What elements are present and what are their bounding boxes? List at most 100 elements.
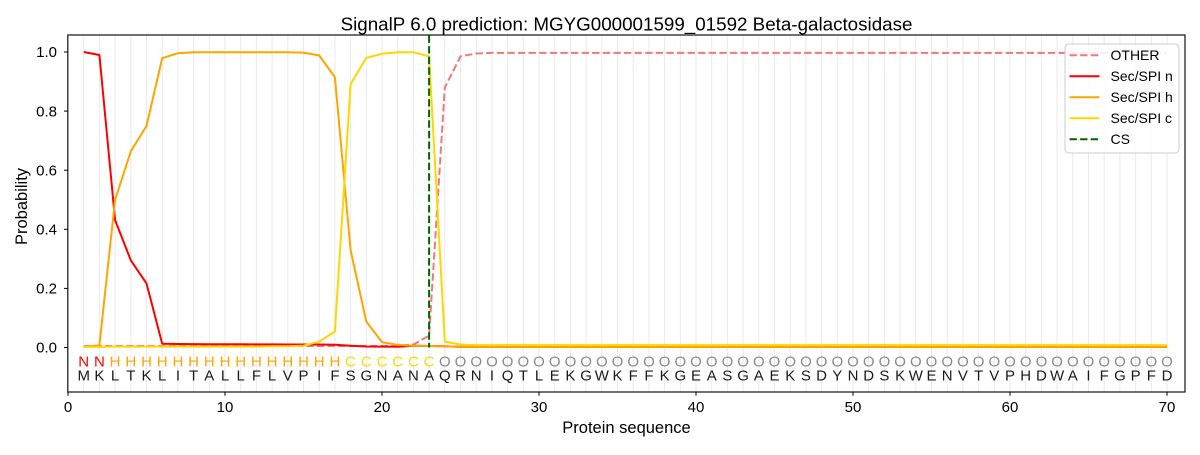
svg-text:O: O (784, 354, 796, 371)
svg-text:E: E (691, 368, 701, 385)
svg-text:Protein sequence: Protein sequence (562, 419, 690, 437)
svg-text:70: 70 (1159, 399, 1176, 416)
svg-text:O: O (1161, 354, 1173, 371)
svg-text:A: A (707, 368, 717, 385)
svg-text:O: O (455, 354, 467, 371)
svg-text:O: O (706, 354, 718, 371)
svg-text:H: H (282, 354, 293, 371)
svg-text:O: O (580, 354, 592, 371)
svg-text:OTHER: OTHER (1111, 47, 1160, 63)
svg-text:Sec/SPI h: Sec/SPI h (1111, 89, 1173, 105)
svg-text:A: A (204, 368, 214, 385)
svg-text:A: A (1068, 368, 1078, 385)
svg-text:Q: Q (502, 368, 514, 385)
svg-text:O: O (1098, 354, 1110, 371)
svg-text:L: L (535, 368, 543, 385)
svg-text:S: S (346, 368, 356, 385)
svg-text:K: K (660, 368, 670, 385)
svg-text:T: T (189, 368, 198, 385)
svg-text:W: W (1050, 368, 1065, 385)
svg-text:O: O (659, 354, 671, 371)
svg-text:O: O (863, 354, 875, 371)
svg-text:V: V (989, 368, 999, 385)
svg-text:N: N (942, 368, 953, 385)
svg-text:H: H (329, 354, 340, 371)
svg-text:H: H (267, 354, 278, 371)
svg-text:60: 60 (1002, 399, 1019, 416)
svg-text:10: 10 (217, 399, 234, 416)
svg-text:E: E (769, 368, 779, 385)
svg-text:H: H (157, 354, 168, 371)
svg-text:N: N (848, 368, 859, 385)
svg-text:O: O (957, 354, 969, 371)
svg-text:SignalP 6.0 prediction: MGYG00: SignalP 6.0 prediction: MGYG000001599_01… (341, 14, 913, 36)
svg-text:O: O (486, 354, 498, 371)
svg-text:H: H (188, 354, 199, 371)
svg-text:A: A (424, 368, 434, 385)
svg-text:C: C (424, 354, 435, 371)
svg-text:O: O (769, 354, 781, 371)
svg-text:I: I (1086, 368, 1090, 385)
svg-text:O: O (565, 354, 577, 371)
svg-text:O: O (1130, 354, 1142, 371)
svg-text:W: W (909, 368, 924, 385)
svg-text:O: O (1145, 354, 1157, 371)
svg-text:F: F (1100, 368, 1109, 385)
svg-text:F: F (252, 368, 261, 385)
svg-text:H: H (235, 354, 246, 371)
svg-text:K: K (895, 368, 905, 385)
svg-text:R: R (455, 368, 466, 385)
svg-text:S: S (879, 368, 889, 385)
svg-text:F: F (629, 368, 638, 385)
svg-text:M: M (77, 368, 90, 385)
svg-text:O: O (517, 354, 529, 371)
svg-text:CS: CS (1111, 131, 1130, 147)
svg-text:O: O (627, 354, 639, 371)
svg-text:O: O (1067, 354, 1079, 371)
svg-text:O: O (1036, 354, 1048, 371)
svg-text:C: C (345, 354, 356, 371)
svg-text:O: O (643, 354, 655, 371)
svg-text:O: O (753, 354, 765, 371)
svg-text:O: O (596, 354, 608, 371)
svg-text:N: N (471, 368, 482, 385)
svg-text:O: O (502, 354, 514, 371)
svg-text:G: G (360, 368, 372, 385)
svg-text:F: F (644, 368, 653, 385)
svg-text:20: 20 (374, 399, 391, 416)
svg-text:H: H (110, 354, 121, 371)
svg-text:Probability: Probability (13, 167, 31, 245)
svg-text:O: O (988, 354, 1000, 371)
svg-text:0.0: 0.0 (36, 340, 57, 357)
svg-text:T: T (126, 368, 135, 385)
svg-text:O: O (674, 354, 686, 371)
svg-text:F: F (1147, 368, 1156, 385)
svg-text:G: G (580, 368, 592, 385)
svg-text:A: A (754, 368, 764, 385)
svg-text:0: 0 (64, 399, 72, 416)
svg-text:G: G (674, 368, 686, 385)
svg-text:1.0: 1.0 (36, 44, 57, 61)
svg-text:0.8: 0.8 (36, 103, 57, 120)
svg-text:O: O (470, 354, 482, 371)
svg-text:W: W (595, 368, 610, 385)
svg-text:K: K (565, 368, 575, 385)
svg-text:O: O (847, 354, 859, 371)
svg-text:O: O (816, 354, 828, 371)
svg-text:K: K (94, 368, 104, 385)
svg-text:O: O (800, 354, 812, 371)
svg-text:O: O (831, 354, 843, 371)
svg-text:30: 30 (531, 399, 548, 416)
svg-text:D: D (1162, 368, 1173, 385)
svg-text:N: N (94, 354, 105, 371)
svg-text:O: O (549, 354, 561, 371)
svg-text:O: O (1004, 354, 1016, 371)
svg-text:O: O (439, 354, 451, 371)
svg-text:Q: Q (439, 368, 451, 385)
svg-text:I: I (490, 368, 494, 385)
svg-text:P: P (298, 368, 308, 385)
svg-text:0.6: 0.6 (36, 162, 57, 179)
svg-text:H: H (172, 354, 183, 371)
svg-text:N: N (78, 354, 89, 371)
svg-text:E: E (550, 368, 560, 385)
